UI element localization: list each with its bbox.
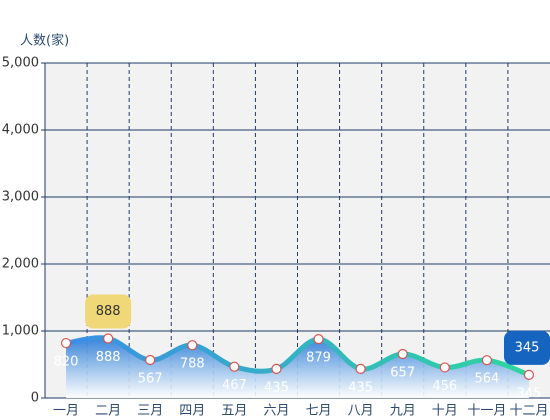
- point: [103, 333, 114, 344]
- mark-point: [504, 330, 550, 365]
- data-label: 467: [222, 378, 247, 393]
- point: [481, 355, 492, 366]
- y-tick-label: 1,000: [2, 324, 39, 339]
- point: [313, 334, 324, 345]
- point: [271, 363, 282, 374]
- mark-point: [85, 294, 132, 329]
- x-tick-label: 十二月: [509, 404, 548, 419]
- point: [229, 361, 240, 372]
- x-tick-label: 三月: [137, 404, 163, 419]
- x-tick-label: 一月: [53, 404, 79, 419]
- data-label: 567: [138, 372, 163, 387]
- point: [60, 337, 72, 349]
- data-label: 456: [432, 379, 457, 394]
- point: [145, 354, 156, 366]
- y-tick-label: 0: [31, 391, 39, 406]
- data-label: 564: [474, 372, 499, 387]
- y-axis-title: 人数(家): [20, 33, 69, 49]
- y-tick-label: 3,000: [2, 190, 39, 205]
- point: [355, 363, 366, 374]
- x-tick-label: 十月: [432, 404, 458, 419]
- data-label: 879: [306, 351, 331, 366]
- point: [187, 340, 198, 351]
- x-tick-label: 二月: [95, 404, 121, 419]
- y-tick-label: 4,000: [2, 123, 39, 138]
- data-label: 435: [348, 380, 373, 395]
- x-tick-label: 八月: [348, 404, 374, 419]
- point: [397, 348, 408, 360]
- y-tick-label: 2,000: [2, 257, 39, 272]
- mark-point-label: 345: [515, 340, 540, 355]
- data-label: 888: [96, 350, 121, 365]
- x-tick-label: 六月: [263, 404, 289, 419]
- plot-background: [45, 63, 550, 398]
- mark-point-label: 888: [96, 304, 121, 319]
- data-label: 345: [517, 386, 542, 401]
- data-label: 657: [390, 365, 415, 380]
- data-label: 788: [180, 357, 205, 372]
- data-label: 820: [54, 355, 79, 370]
- data-label: 435: [264, 380, 289, 395]
- area: [66, 337, 529, 398]
- x-tick-label: 九月: [390, 404, 416, 419]
- x-tick-label: 五月: [221, 404, 247, 419]
- x-tick-label: 七月: [306, 404, 332, 419]
- y-tick-label: 5,000: [2, 56, 39, 71]
- point: [439, 362, 450, 373]
- x-tick-label: 四月: [179, 404, 205, 419]
- x-tick-label: 十一月: [467, 404, 506, 419]
- point: [523, 369, 535, 380]
